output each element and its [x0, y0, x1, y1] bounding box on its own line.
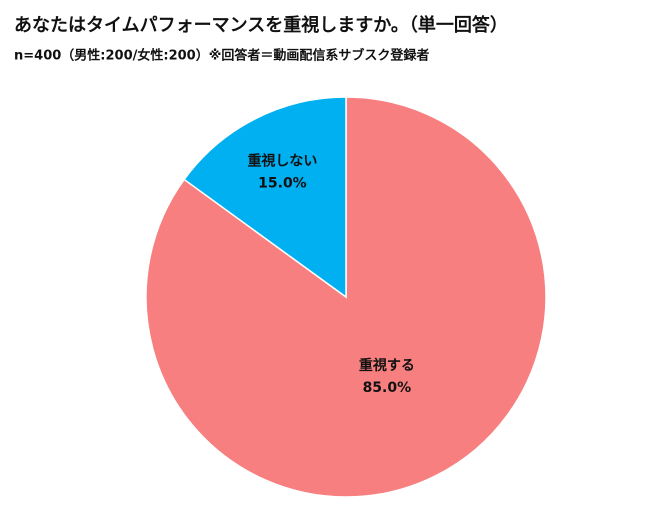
pie-slice: [183, 96, 347, 299]
slice-label: 重視しない: [247, 152, 317, 169]
slice-label: 重視する: [359, 357, 415, 374]
slice-value-label: 85.0%: [363, 380, 412, 396]
chart-subtitle: n=400（男性:200/女性:200）※回答者＝動画配信系サブスク登録者: [14, 48, 429, 64]
slice-value-label: 15.0%: [258, 175, 307, 191]
chart-title: あなたはタイムパフォーマンスを重視しますか。（単一回答）: [14, 14, 508, 36]
